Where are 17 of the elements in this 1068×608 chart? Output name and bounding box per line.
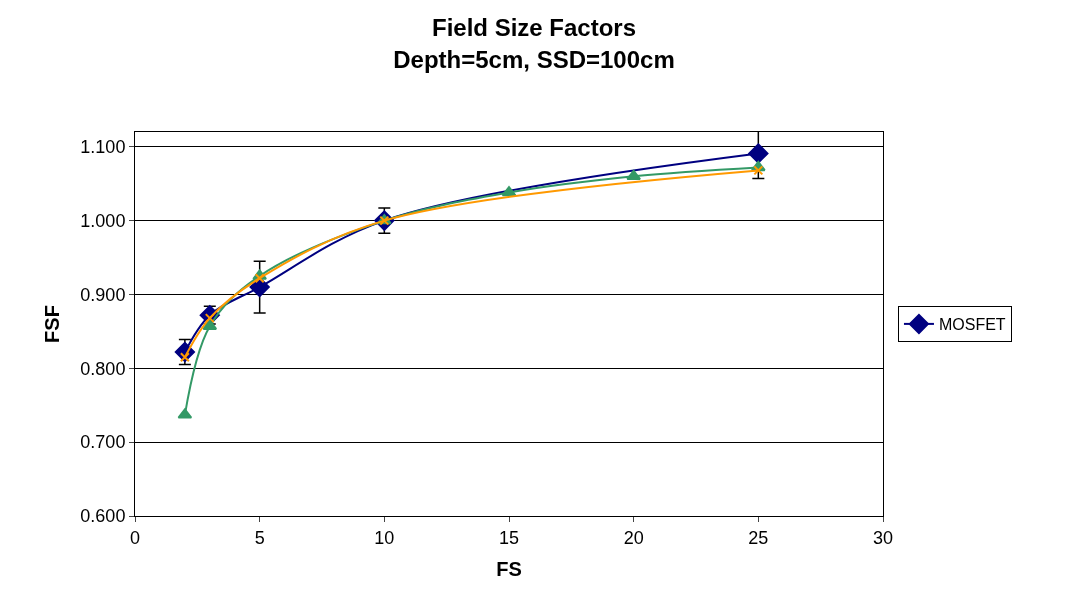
y-tick-label: 0.600 — [80, 506, 126, 527]
x-tick-label: 25 — [748, 527, 769, 548]
x-tick-label: 0 — [129, 527, 141, 548]
x-tick-label: 20 — [623, 527, 644, 548]
x-tick-label: 15 — [498, 527, 520, 548]
y-tick-label: 1.000 — [80, 210, 126, 231]
y-tick-label: 0.900 — [80, 284, 126, 305]
legend-label: MOSFET — [938, 316, 1006, 334]
y-axis-title: FSF — [40, 305, 63, 343]
x-tick-label: 5 — [254, 527, 265, 548]
x-tick-label: 30 — [872, 527, 894, 548]
x-axis-title: FS — [496, 558, 522, 581]
y-tick-label: 0.800 — [80, 358, 126, 379]
chart-title: Field Size Factors Depth=5cm, SSD=100cm — [393, 14, 675, 73]
y-tick-label: 1.100 — [80, 137, 126, 158]
x-tick-label: 10 — [374, 527, 395, 548]
y-tick-label: 0.700 — [80, 432, 126, 453]
